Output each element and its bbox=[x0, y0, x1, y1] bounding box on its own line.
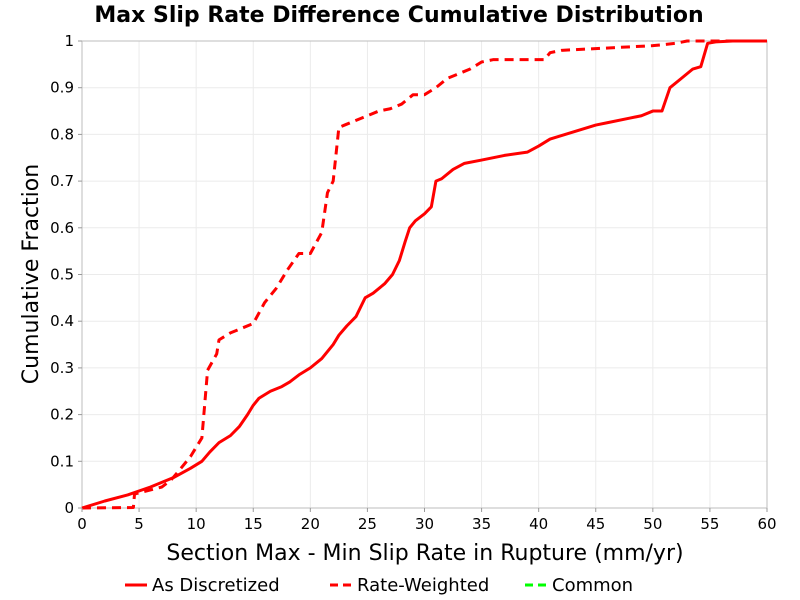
y-tick-label: 0.4 bbox=[50, 312, 74, 330]
y-axis-ticks: 0 0.1 0.2 0.3 0.4 0.5 0.6 0.7 0.8 0.9 1 bbox=[50, 32, 82, 517]
x-tick-label: 10 bbox=[187, 515, 206, 533]
x-tick-label: 30 bbox=[415, 515, 434, 533]
y-tick-label: 0.2 bbox=[50, 406, 74, 424]
legend-label: Common bbox=[552, 575, 633, 596]
chart-title: Max Slip Rate Difference Cumulative Dist… bbox=[94, 3, 703, 28]
y-tick-label: 0 bbox=[64, 499, 74, 517]
x-tick-label: 45 bbox=[586, 515, 605, 533]
x-tick-label: 25 bbox=[358, 515, 377, 533]
y-tick-label: 1 bbox=[64, 32, 74, 50]
y-tick-label: 0.9 bbox=[50, 79, 74, 97]
y-tick-label: 0.3 bbox=[50, 359, 74, 377]
y-tick-label: 0.6 bbox=[50, 219, 74, 237]
x-axis-ticks: 0 5 10 15 20 25 30 35 40 45 50 55 60 bbox=[77, 508, 777, 533]
legend-label: As Discretized bbox=[152, 575, 280, 596]
x-tick-label: 15 bbox=[244, 515, 263, 533]
x-tick-label: 40 bbox=[529, 515, 548, 533]
legend-item: Common bbox=[525, 575, 633, 596]
x-tick-label: 60 bbox=[757, 515, 776, 533]
x-tick-label: 55 bbox=[700, 515, 719, 533]
x-tick-label: 35 bbox=[472, 515, 491, 533]
legend-item: As Discretized bbox=[125, 575, 280, 596]
legend-item: Rate-Weighted bbox=[330, 575, 489, 596]
series-layer bbox=[81, 39, 767, 510]
series-line-as-discretized bbox=[81, 39, 767, 510]
legend: As Discretized Rate-Weighted Common bbox=[125, 575, 633, 596]
series-line-rate-weighted bbox=[81, 39, 767, 510]
y-tick-label: 0.1 bbox=[50, 452, 74, 470]
y-tick-label: 0.5 bbox=[50, 266, 74, 284]
y-tick-label: 0.8 bbox=[50, 125, 74, 143]
x-axis-label: Section Max - Min Slip Rate in Rupture (… bbox=[166, 541, 683, 566]
x-tick-label: 0 bbox=[77, 515, 87, 533]
x-tick-label: 5 bbox=[134, 515, 144, 533]
legend-label: Rate-Weighted bbox=[357, 575, 489, 596]
x-tick-label: 50 bbox=[643, 515, 662, 533]
y-axis-label: Cumulative Fraction bbox=[19, 164, 44, 384]
x-tick-label: 20 bbox=[301, 515, 320, 533]
y-tick-label: 0.7 bbox=[50, 172, 74, 190]
gridlines bbox=[81, 40, 768, 509]
